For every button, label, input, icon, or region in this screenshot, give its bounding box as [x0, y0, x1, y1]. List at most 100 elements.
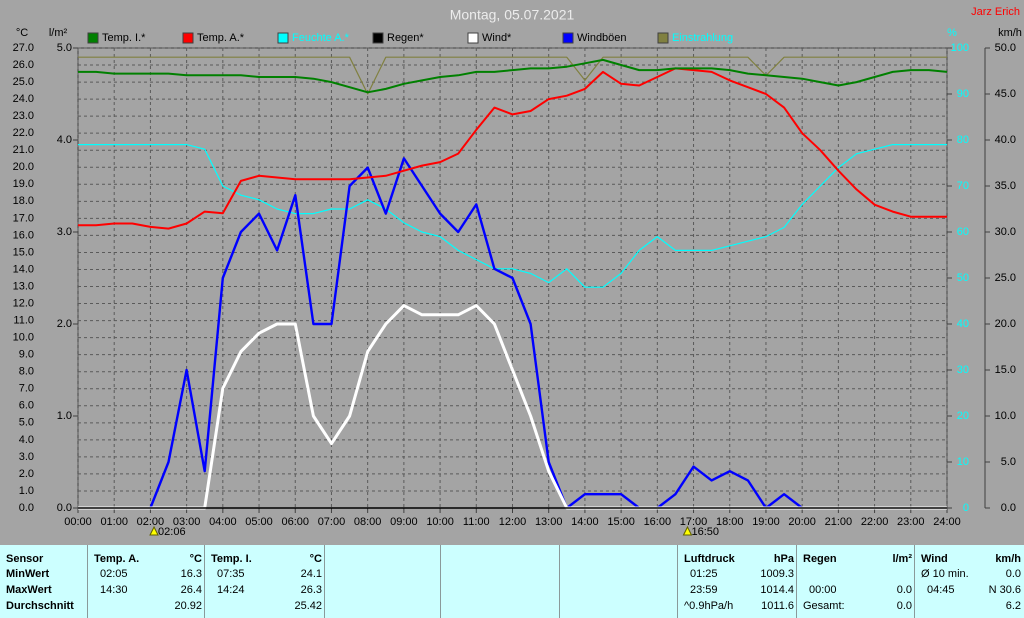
series-line [78, 58, 948, 94]
y-tick-label: 22.0 [13, 127, 34, 139]
stats-table: Sensor MinWert MaxWert Durchschnitt Temp. A.… [0, 545, 1024, 618]
legend-swatch [562, 32, 574, 44]
y2-unit: l/m² [49, 27, 68, 39]
cell-value: 0.0 [896, 584, 912, 596]
x-tick-label: 06:00 [281, 516, 309, 528]
cell-time: 14:30 [100, 584, 128, 596]
x-tick-label: 00:00 [64, 516, 92, 528]
x-tick-label: 10:00 [426, 516, 454, 528]
y-tick-label: 2.0 [57, 318, 72, 330]
chart: Montag, 05.07.2021 Jarz Erich °C l/m² % … [13, 6, 1022, 538]
series-line [78, 67, 947, 230]
cell-value: 20.92 [174, 600, 202, 612]
series-line [78, 304, 947, 510]
y-tick-label: 8.0 [19, 366, 34, 378]
y-tick-label: 15.0 [995, 364, 1016, 376]
cell-time: 01:25 [690, 568, 718, 580]
cell-time: 02:05 [100, 568, 128, 580]
annotation: 16:50 [691, 526, 719, 538]
table-unit: °C [189, 553, 202, 565]
y-tick-label: 100 [951, 42, 969, 54]
y-tick-label: 9.0 [19, 349, 34, 361]
x-tick-label: 09:00 [390, 516, 418, 528]
cell-value: 1009.3 [760, 568, 794, 580]
y-tick-label: 40 [957, 318, 969, 330]
y-tick-label: 90 [957, 88, 969, 100]
annotation: 02:06 [158, 526, 186, 538]
cell-value: 26.3 [300, 584, 322, 596]
table-header: Temp. I. [211, 553, 252, 565]
legend-label: Feuchte A.* [292, 32, 350, 44]
cell-value: 0.0 [896, 600, 912, 612]
x-tick-label: 19:00 [752, 516, 780, 528]
y-tick-label: 20.0 [995, 318, 1016, 330]
y-tick-label: 27.0 [13, 42, 34, 54]
x-tick-label: 17:00 [680, 516, 708, 528]
table-header: Luftdruck [684, 553, 735, 565]
y-tick-label: 0.0 [1001, 502, 1016, 514]
y-tick-label: 19.0 [13, 178, 34, 190]
table-unit: l/m² [892, 553, 912, 565]
legend-swatch [277, 32, 289, 44]
x-tick-label: 18:00 [716, 516, 744, 528]
y-tick-label: 23.0 [13, 110, 34, 122]
y-tick-label: 21.0 [13, 144, 34, 156]
chart-title: Montag, 05.07.2021 [450, 7, 575, 23]
cell-value: 26.4 [180, 584, 202, 596]
legend-label: Temp. I.* [102, 32, 146, 44]
legend-label: Regen* [387, 32, 424, 44]
x-tick-label: 14:00 [571, 516, 599, 528]
y-tick-label: 12.0 [13, 297, 34, 309]
x-tick-label: 16:00 [644, 516, 672, 528]
y-tick-label: 20.0 [13, 161, 34, 173]
row-label: Durchschnitt [6, 600, 74, 612]
sun-marker [149, 525, 159, 536]
table-column [0, 545, 88, 618]
y-tick-label: 45.0 [995, 88, 1016, 100]
y-tick-label: 3.0 [19, 451, 34, 463]
x-tick-label: 12:00 [499, 516, 527, 528]
table-unit: °C [309, 553, 322, 565]
table-column [560, 545, 678, 618]
x-tick-label: 07:00 [318, 516, 346, 528]
x-tick-label: 21:00 [825, 516, 853, 528]
y-tick-label: 60 [957, 226, 969, 238]
y-tick-label: 0.0 [57, 502, 72, 514]
x-tick-label: 20:00 [788, 516, 816, 528]
table-column [678, 545, 797, 618]
table-column [205, 545, 325, 618]
y-tick-label: 26.0 [13, 59, 34, 71]
x-tick-label: 08:00 [354, 516, 382, 528]
y-tick-label: 50 [957, 272, 969, 284]
cell-value: 16.3 [180, 568, 202, 580]
table-header: Wind [921, 553, 948, 565]
cell-value: 1011.6 [761, 600, 794, 612]
y-tick-label: 7.0 [19, 383, 34, 395]
y-tick-label: 1.0 [57, 410, 72, 422]
table-column [325, 545, 441, 618]
x-tick-label: 15:00 [607, 516, 635, 528]
series-line [78, 144, 947, 288]
y-tick-label: 80 [957, 134, 969, 146]
y-unit: °C [16, 27, 28, 39]
y-tick-label: 15.0 [13, 246, 34, 258]
legend-swatch [182, 32, 194, 44]
legend-label: Einstrahlung [672, 32, 733, 44]
y-tick-label: 35.0 [995, 180, 1016, 192]
table-unit: hPa [773, 553, 794, 565]
cell-time: Ø 10 min. [921, 568, 969, 580]
cell-value: 24.1 [300, 568, 322, 580]
cell-value: 25.42 [294, 600, 322, 612]
cell-value: 0.0 [1005, 568, 1021, 580]
cell-time: 07:35 [217, 568, 245, 580]
legend-swatch [657, 32, 669, 44]
legend-swatch [87, 32, 99, 44]
y-tick-label: 16.0 [13, 229, 34, 241]
cell-time: 14:24 [217, 584, 245, 596]
y-tick-label: 1.0 [19, 485, 34, 497]
legend-label: Wind* [482, 32, 512, 44]
cell-value: 6.2 [1005, 600, 1021, 612]
y-tick-label: 24.0 [13, 93, 34, 105]
x-tick-label: 02:00 [137, 516, 165, 528]
